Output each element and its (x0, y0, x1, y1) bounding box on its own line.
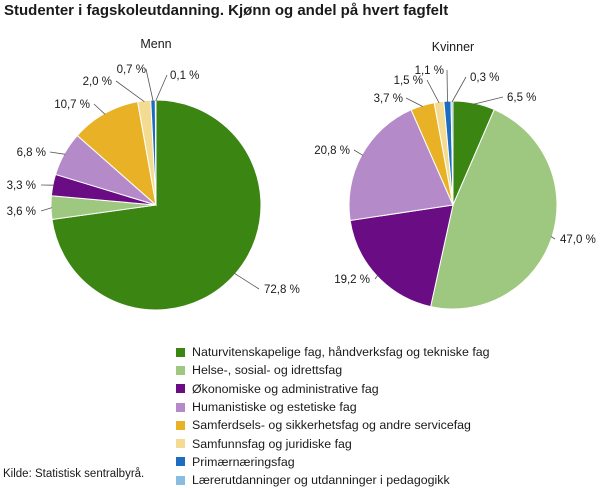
legend-swatch (176, 403, 185, 412)
legend-label: Samferdsels- og sikkerhetsfag og andre s… (192, 418, 471, 432)
pie-title: Kvinner (432, 40, 474, 54)
leader-line (354, 150, 363, 155)
legend-label: Humanistiske og estetiske fag (192, 400, 357, 414)
legend-swatch (176, 384, 185, 393)
data-label: 19,2 % (334, 274, 370, 286)
data-label: 1,1 % (415, 65, 444, 77)
data-label: 6,8 % (17, 147, 46, 159)
data-label: 0,1 % (170, 70, 199, 82)
legend-item: Samferdsels- og sikkerhetsfag og andre s… (176, 416, 490, 434)
data-label: 0,3 % (470, 72, 499, 84)
legend-swatch (176, 421, 185, 430)
legend-label: Primærnæringsfag (192, 455, 295, 469)
data-label: 20,8 % (314, 145, 350, 157)
data-label: 3,7 % (374, 93, 403, 105)
data-label: 47,0 % (560, 234, 596, 246)
pie-slice (155, 100, 156, 205)
legend-item: Primærnæringsfag (176, 453, 490, 471)
legend-item: Naturvitenskapelige fag, håndverksfag og… (176, 343, 490, 361)
legend-swatch (176, 476, 185, 485)
legend-label: Økonomiske og administrative fag (192, 382, 379, 396)
leader-line (447, 70, 448, 102)
pie-0: Menn 72,8 % 3,6 % 3,3 % 6,8 % 10,7 % 2,0 % 0,7 … (7, 37, 300, 310)
leader-line (452, 77, 466, 102)
legend: Naturvitenskapelige fag, håndverksfag og… (176, 343, 490, 489)
legend-label: Lærerutdanninger og utdanninger i pedago… (192, 473, 450, 487)
leader-line (50, 152, 65, 154)
leader-line (406, 98, 423, 107)
pie-title: Menn (140, 37, 171, 51)
legend-swatch (176, 439, 185, 448)
legend-item: Økonomiske og administrative fag (176, 380, 490, 398)
legend-swatch (176, 366, 185, 375)
legend-item: Humanistiske og estetiske fag (176, 398, 490, 416)
leader-line (234, 273, 259, 289)
source-note: Kilde: Statistisk sentralbyrå. (3, 468, 144, 480)
leader-line (146, 69, 153, 101)
data-label: 6,5 % (507, 92, 536, 104)
leader-line (41, 208, 52, 211)
legend-label: Samfunnsfag og juridiske fag (192, 437, 352, 451)
data-label: 10,7 % (54, 99, 90, 111)
data-label: 3,3 % (7, 180, 36, 192)
leader-line (94, 104, 105, 114)
leader-line (156, 75, 167, 101)
legend-item: Samfunnsfag og juridiske fag (176, 434, 490, 452)
data-label: 2,0 % (83, 76, 112, 88)
leader-line (116, 81, 144, 102)
data-label: 0,7 % (117, 64, 146, 76)
legend-item: Helse-, sosial- og idrettsfag (176, 361, 490, 379)
legend-swatch (176, 457, 185, 466)
legend-swatch (176, 348, 185, 357)
leader-line (427, 80, 439, 103)
leader-line (474, 97, 503, 104)
legend-item: Lærerutdanninger og utdanninger i pedago… (176, 471, 490, 489)
data-label: 72,8 % (264, 284, 300, 296)
data-label: 3,6 % (7, 206, 36, 218)
legend-label: Naturvitenskapelige fag, håndverksfag og… (192, 345, 490, 359)
legend-label: Helse-, sosial- og idrettsfag (192, 363, 342, 377)
